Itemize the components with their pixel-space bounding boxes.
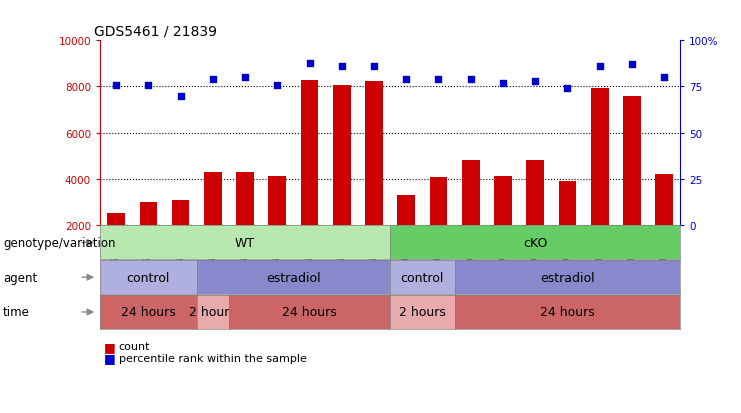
Bar: [430, 178, 448, 225]
Text: ■: ■: [104, 340, 116, 353]
Text: 24 hours: 24 hours: [282, 306, 337, 319]
Point: [562, 86, 574, 93]
Bar: [172, 201, 190, 225]
Text: 24 hours: 24 hours: [121, 306, 176, 319]
Point: [368, 64, 380, 70]
Bar: [397, 195, 415, 225]
Text: GDS5461 / 21839: GDS5461 / 21839: [94, 25, 217, 39]
Point: [110, 82, 122, 89]
Point: [336, 64, 348, 70]
Text: cKO: cKO: [523, 236, 548, 249]
Text: percentile rank within the sample: percentile rank within the sample: [119, 353, 307, 363]
Point: [239, 75, 251, 81]
Text: control: control: [401, 271, 444, 284]
Point: [658, 75, 670, 81]
Text: estradiol: estradiol: [266, 271, 321, 284]
Text: time: time: [3, 306, 30, 319]
Bar: [494, 177, 512, 225]
Bar: [655, 175, 673, 225]
Bar: [526, 161, 544, 225]
Text: 2 hours: 2 hours: [190, 306, 236, 319]
Bar: [559, 181, 576, 225]
Text: count: count: [119, 342, 150, 351]
Point: [497, 80, 509, 87]
Text: 2 hours: 2 hours: [399, 306, 446, 319]
Bar: [268, 177, 286, 225]
Bar: [333, 86, 350, 225]
Point: [142, 82, 154, 89]
Bar: [623, 96, 641, 225]
Text: WT: WT: [235, 236, 255, 249]
Point: [626, 62, 638, 69]
Point: [400, 76, 412, 83]
Point: [594, 64, 605, 70]
Point: [529, 78, 541, 85]
Point: [465, 76, 476, 83]
Bar: [462, 161, 479, 225]
Bar: [365, 81, 383, 225]
Point: [433, 76, 445, 83]
Bar: [204, 172, 222, 225]
Point: [175, 93, 187, 100]
Text: estradiol: estradiol: [540, 271, 595, 284]
Bar: [591, 88, 608, 225]
Bar: [107, 214, 125, 225]
Text: control: control: [127, 271, 170, 284]
Text: ■: ■: [104, 351, 116, 365]
Bar: [301, 81, 319, 225]
Text: 24 hours: 24 hours: [540, 306, 595, 319]
Text: agent: agent: [3, 271, 37, 284]
Text: genotype/variation: genotype/variation: [3, 236, 116, 249]
Bar: [236, 172, 254, 225]
Point: [207, 76, 219, 83]
Point: [304, 60, 316, 66]
Bar: [139, 202, 157, 225]
Point: [271, 82, 283, 89]
